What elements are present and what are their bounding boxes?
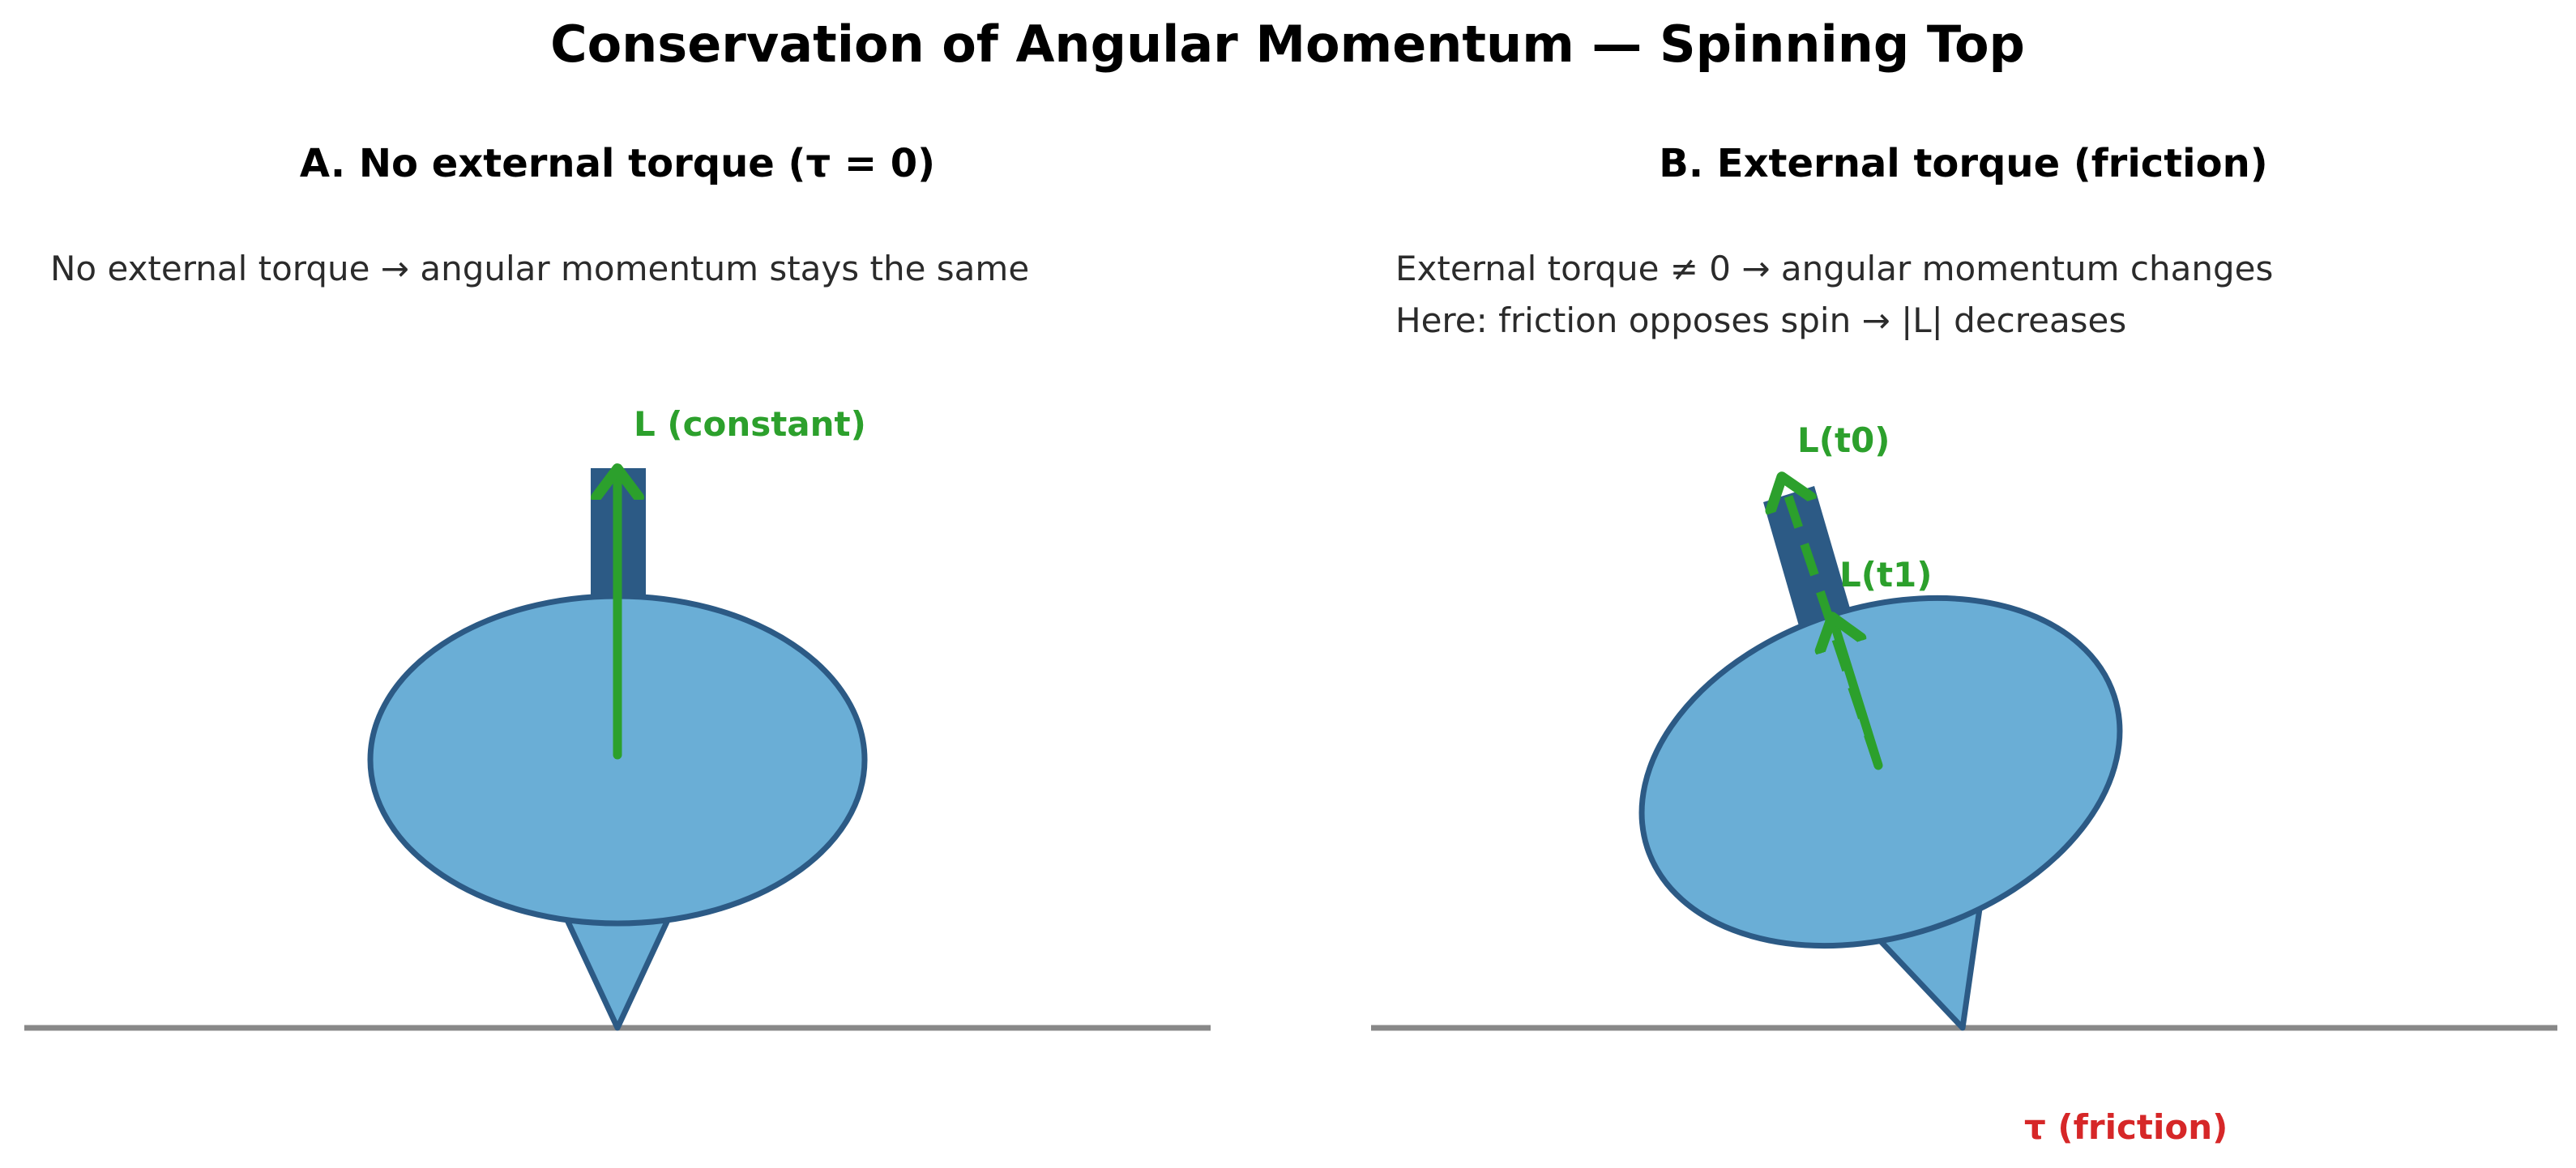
- panel-b: B. External torque (friction) External t…: [1371, 141, 2557, 1147]
- panel-b-note-1: External torque ≠ 0 → angular momentum c…: [1395, 249, 2273, 288]
- panel-a: A. No external torque (τ = 0) No externa…: [24, 141, 1211, 1031]
- panel-a-L-label: L (constant): [634, 404, 866, 444]
- panel-a-top-tip: [564, 917, 671, 1031]
- panel-a-title: A. No external torque (τ = 0): [300, 141, 935, 186]
- panel-b-L-t1-label: L(t1): [1839, 555, 1932, 595]
- panel-b-title: B. External torque (friction): [1659, 141, 2267, 186]
- panel-b-torque-label: τ (friction): [2024, 1107, 2228, 1147]
- panel-a-note: No external torque → angular momentum st…: [50, 249, 1029, 288]
- panel-b-L-t1-vector: [1833, 620, 1883, 770]
- panel-b-top-body: [1638, 595, 2123, 949]
- panel-b-L-t0-label: L(t0): [1797, 420, 1890, 460]
- panel-b-note-2: Here: friction opposes spin → |L| decrea…: [1395, 301, 2126, 340]
- main-title: Conservation of Angular Momentum — Spinn…: [550, 15, 2025, 74]
